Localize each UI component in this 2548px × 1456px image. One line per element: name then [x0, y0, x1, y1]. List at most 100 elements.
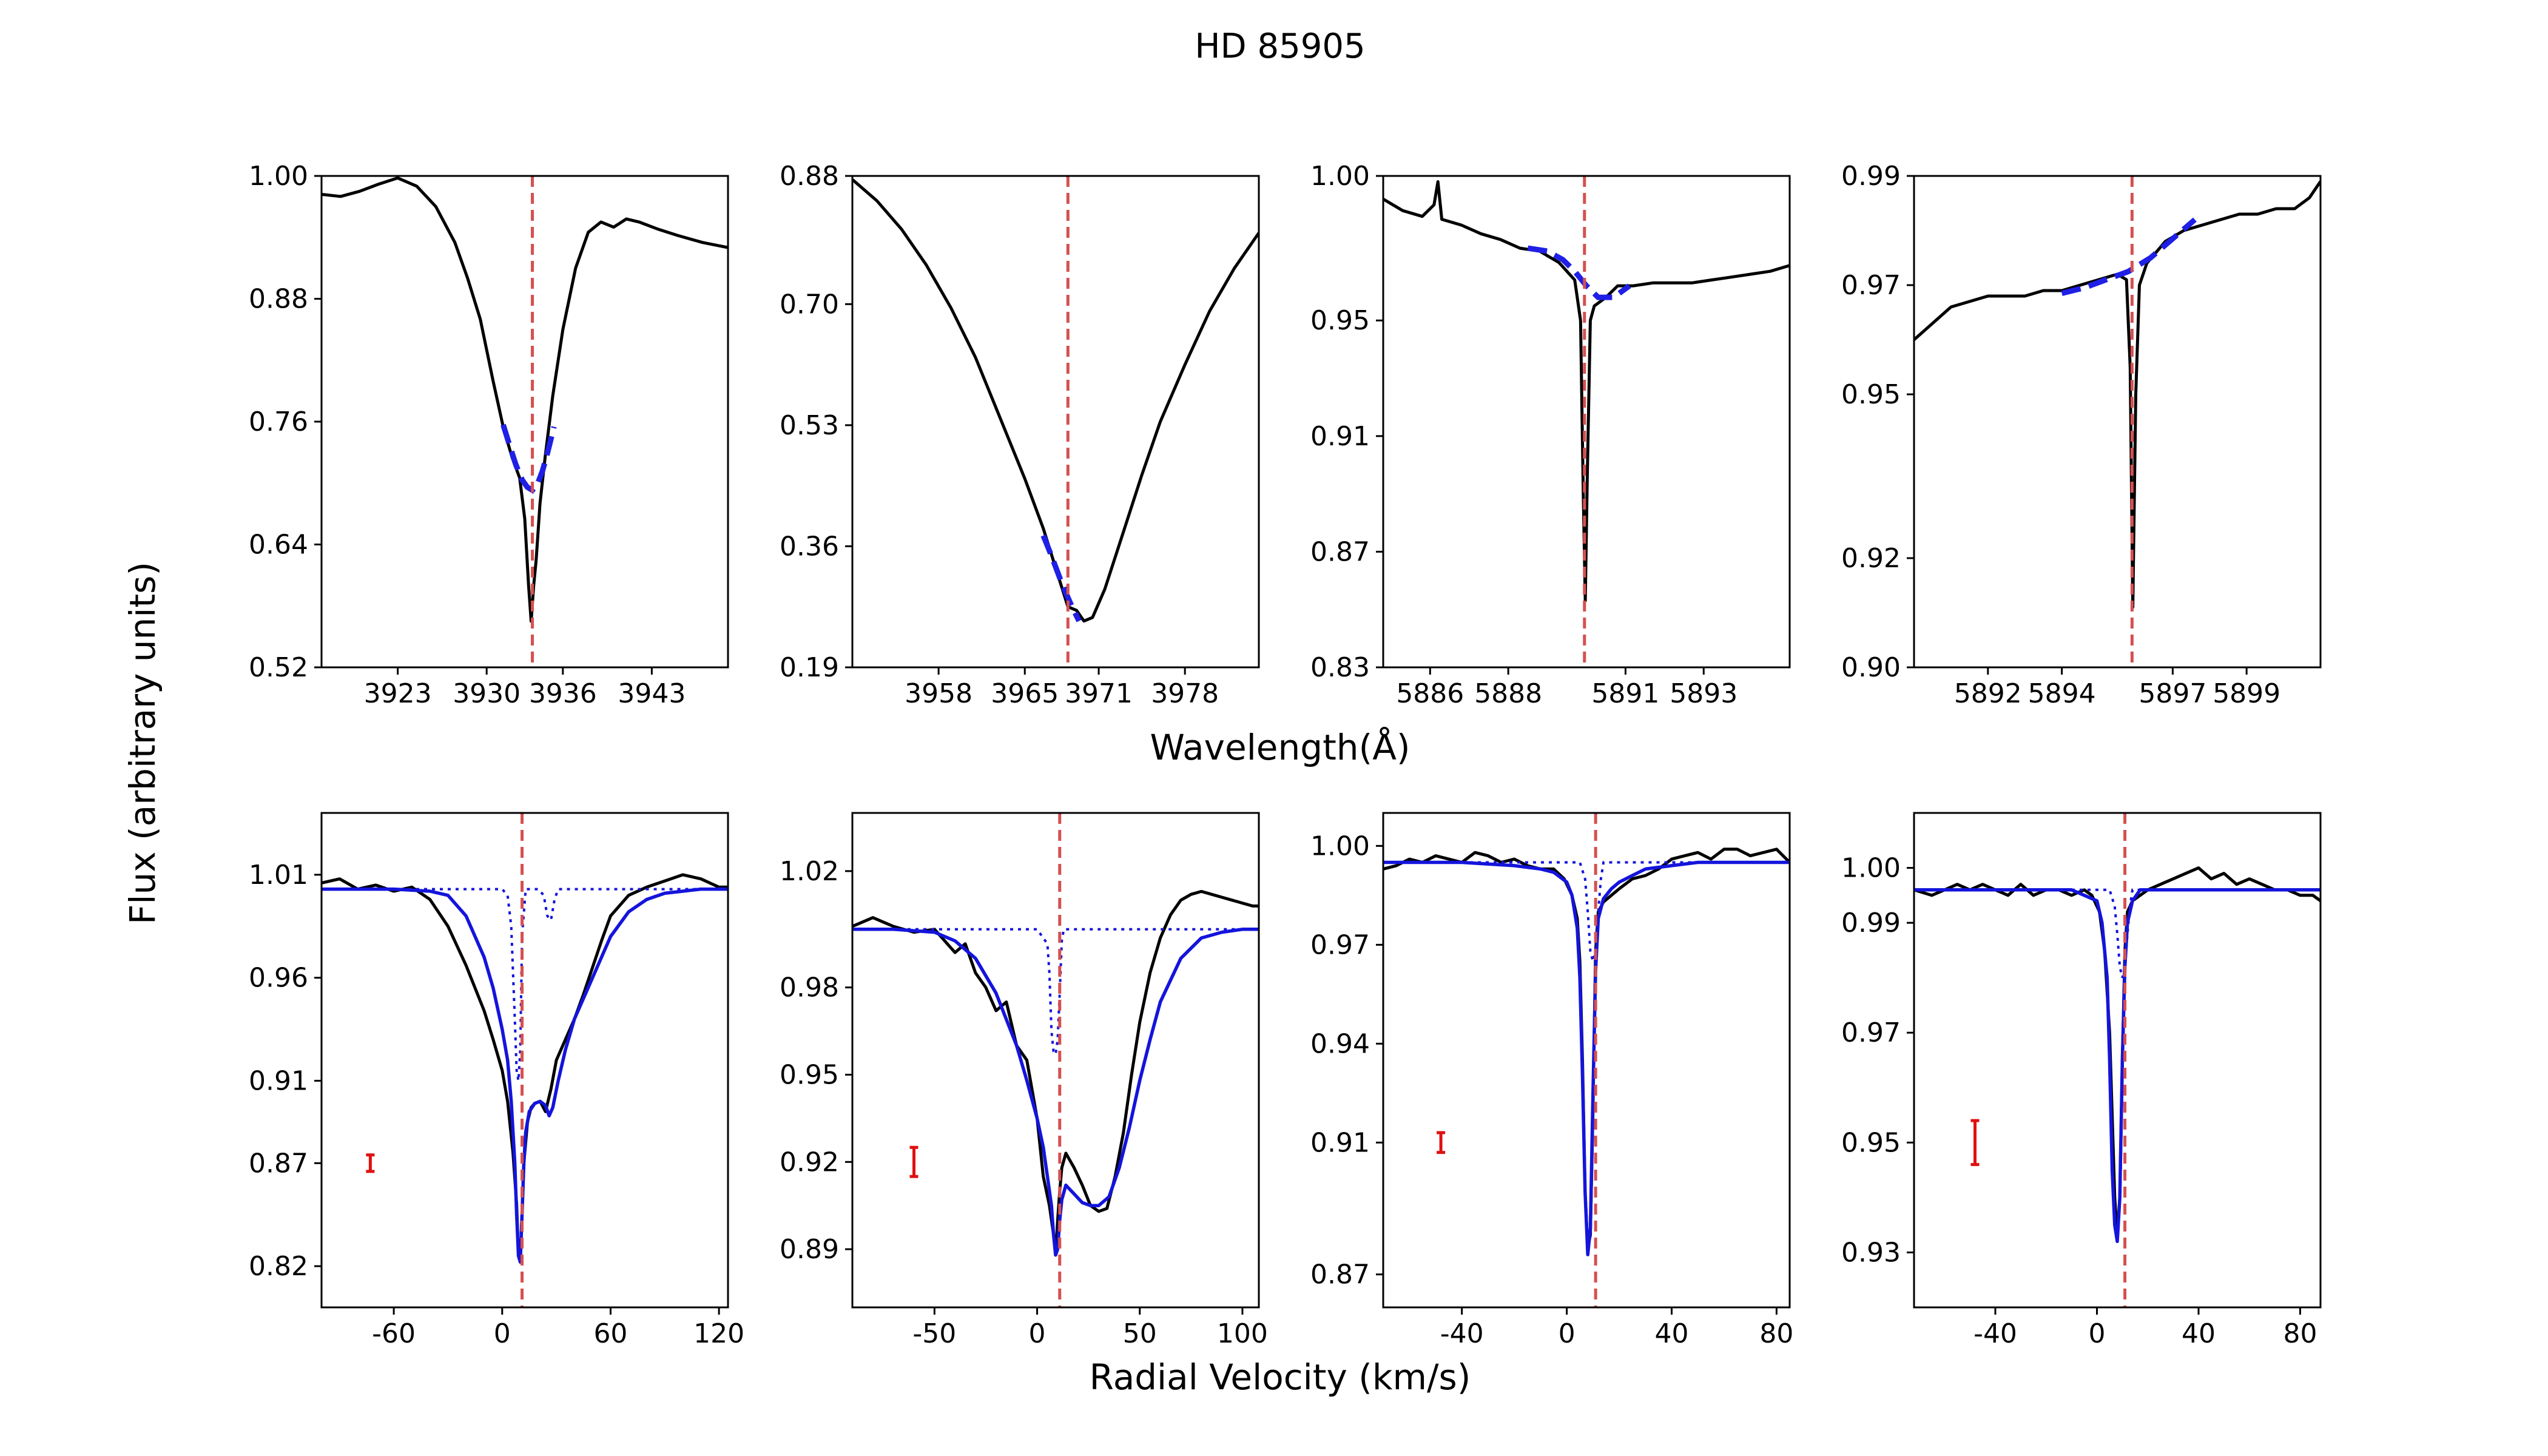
y-tick-label: 0.90 — [1841, 652, 1901, 683]
x-tick-label: 80 — [1759, 1318, 1793, 1349]
panel-ca-h-wave: 3958 3965 3971 3978 0.19 0.36 0.53 0.70 0.88 — [780, 161, 1260, 709]
y-tick-label: 1.00 — [1841, 853, 1901, 884]
y-tick-label: 1.02 — [780, 856, 839, 887]
panel-ca-k-wave: 3923 3930 3936 3943 0.52 0.64 0.76 0.88 1.00 — [249, 161, 729, 709]
series-fit-total — [852, 928, 1259, 1257]
panel-na-d2-wave: 5886 5888 5891 5893 0.83 0.87 0.91 0.95 1.00 — [1310, 161, 1791, 709]
x-tick-label: -60 — [372, 1318, 416, 1349]
series-fit — [2061, 217, 2197, 296]
y-tick-label: 0.53 — [780, 410, 839, 441]
series-observed — [852, 178, 1259, 623]
x-axis-label-wavelength: Wavelength(Å) — [1150, 726, 1410, 768]
x-tick-label: 80 — [2283, 1318, 2317, 1349]
y-axis-label: Flux (arbitrary units) — [122, 562, 163, 925]
y-tick-label: 0.88 — [780, 161, 839, 192]
y-tick-label: 0.36 — [780, 531, 839, 562]
series-interstellar-component — [322, 888, 728, 1081]
series-interstellar-component — [1914, 888, 2320, 979]
y-tick-label: 1.00 — [1310, 161, 1370, 192]
panel-grid: 3923 3930 3936 3943 0.52 0.64 0.76 0.88 1.00 3958… — [249, 161, 2322, 1349]
error-bar — [909, 1145, 918, 1178]
x-tick-label: 50 — [1123, 1318, 1157, 1349]
x-tick-label: -50 — [912, 1318, 956, 1349]
y-tick-label: 0.95 — [780, 1059, 839, 1090]
plot-area — [1383, 813, 1790, 1307]
x-tick-label: -40 — [1440, 1318, 1484, 1349]
y-tick-label: 0.97 — [1841, 1017, 1901, 1048]
x-tick-label: 3930 — [453, 678, 521, 709]
plot-area — [322, 813, 728, 1307]
plot-area — [852, 813, 1259, 1307]
series-interstellar-component — [852, 928, 1259, 1058]
x-tick-label: 5886 — [1396, 678, 1464, 709]
y-tick-label: 0.52 — [249, 652, 308, 683]
x-tick-label: 0 — [1029, 1318, 1046, 1349]
x-tick-label: -40 — [1973, 1318, 2017, 1349]
y-tick-label: 0.95 — [1841, 1127, 1901, 1158]
y-tick-label: 0.97 — [1841, 270, 1901, 301]
y-tick-label: 0.99 — [1841, 908, 1901, 939]
axes-frame — [851, 175, 1260, 669]
x-tick-label: 5899 — [2213, 678, 2280, 709]
x-tick-label: 3965 — [991, 678, 1059, 709]
y-tick-label: 0.70 — [780, 289, 839, 320]
series-observed — [1383, 180, 1790, 602]
plot-area — [322, 176, 728, 667]
series-observed — [1914, 180, 2320, 609]
series-interstellar-component — [1383, 861, 1790, 966]
y-tick-label: 0.76 — [249, 406, 308, 437]
series-fit-total — [1383, 860, 1790, 1256]
x-tick-label: 40 — [1654, 1318, 1688, 1349]
plot-area — [1914, 176, 2320, 667]
y-tick-label: 1.00 — [1310, 831, 1370, 861]
axes-frame — [1382, 175, 1791, 669]
x-tick-label: 3971 — [1065, 678, 1133, 709]
x-tick-label: 3958 — [905, 678, 972, 709]
panel-na-d2-rv: -40 0 40 80 0.87 0.91 0.94 0.97 1.00 — [1310, 812, 1793, 1349]
y-tick-label: 0.91 — [249, 1065, 308, 1096]
x-tick-label: 3923 — [364, 678, 432, 709]
axes-frame — [851, 812, 1260, 1309]
axes-frame — [1913, 175, 2322, 669]
y-tick-label: 0.87 — [1310, 1259, 1370, 1290]
y-tick-label: 0.89 — [780, 1234, 839, 1265]
x-axis-label-radial-velocity: Radial Velocity (km/s) — [1090, 1357, 1471, 1398]
x-tick-label: 60 — [593, 1318, 627, 1349]
y-tick-label: 0.83 — [1310, 652, 1370, 683]
panel-ca-k-rv: -60 0 60 120 0.82 0.87 0.91 0.96 1.01 — [249, 812, 744, 1349]
y-tick-label: 0.92 — [1841, 543, 1901, 574]
x-tick-label: 120 — [693, 1318, 744, 1349]
x-tick-label: 0 — [2089, 1318, 2106, 1349]
series-fit-total — [322, 887, 728, 1264]
error-bar — [1970, 1119, 1980, 1167]
y-tick-label: 0.91 — [1310, 1127, 1370, 1158]
y-tick-label: 0.95 — [1841, 379, 1901, 410]
plot-area — [852, 176, 1259, 667]
axes-frame — [1382, 812, 1791, 1309]
series-fit-total — [1914, 888, 2320, 1244]
panel-na-d1-rv: -40 0 40 80 0.93 0.95 0.97 0.99 1.00 — [1841, 812, 2322, 1349]
series-observed — [322, 873, 728, 1258]
y-tick-label: 0.88 — [249, 284, 308, 315]
y-tick-label: 0.98 — [780, 972, 839, 1003]
y-tick-label: 0.91 — [1310, 421, 1370, 452]
axes-frame — [320, 175, 729, 669]
y-tick-label: 0.92 — [780, 1147, 839, 1178]
x-tick-label: 3936 — [529, 678, 597, 709]
series-fit — [1527, 245, 1631, 300]
panel-ca-h-rv: -50 0 50 100 0.89 0.92 0.95 0.98 1.02 — [780, 812, 1268, 1349]
x-tick-label: 5892 — [1954, 678, 2022, 709]
plot-area — [1383, 176, 1790, 667]
x-tick-label: 5894 — [2028, 678, 2096, 709]
error-bar — [366, 1153, 375, 1173]
series-fit — [500, 423, 557, 494]
y-tick-label: 0.19 — [780, 652, 839, 683]
x-tick-label: 40 — [2182, 1318, 2216, 1349]
series-observed — [852, 889, 1259, 1257]
y-tick-label: 0.99 — [1841, 161, 1901, 192]
y-tick-label: 0.82 — [249, 1251, 308, 1282]
axes-frame — [320, 812, 729, 1309]
x-tick-label: 0 — [494, 1318, 511, 1349]
y-tick-label: 1.00 — [249, 161, 308, 192]
